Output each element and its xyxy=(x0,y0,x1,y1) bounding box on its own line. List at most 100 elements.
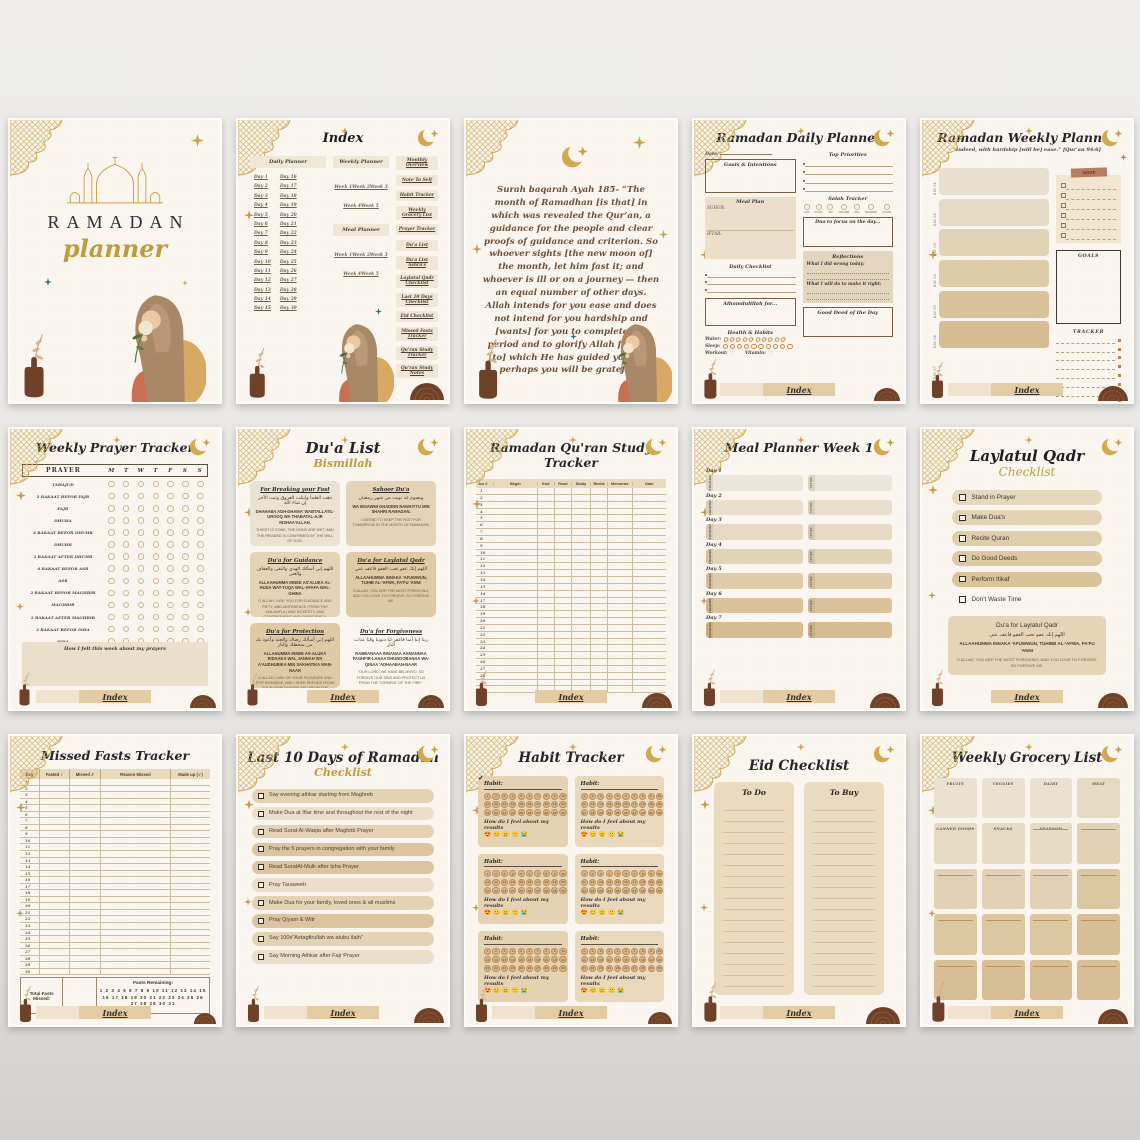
day-circle[interactable]: 12 xyxy=(588,878,597,886)
emoji-face-icon[interactable]: 😊 xyxy=(493,832,503,839)
prayer-check-cell[interactable] xyxy=(134,565,149,572)
check-circle[interactable] xyxy=(137,517,145,524)
day-circle[interactable]: 5 xyxy=(517,947,525,956)
table-row[interactable]: 21 xyxy=(476,624,666,632)
day-circle[interactable]: 29 xyxy=(647,964,655,972)
day-circle[interactable]: 10 xyxy=(655,947,664,956)
emoji-face-icon[interactable]: 😍 xyxy=(580,832,590,839)
prayer-check-cell[interactable] xyxy=(134,553,149,560)
checklist-item[interactable]: Stand in Prayer xyxy=(952,490,1102,505)
prayer-check-cell[interactable] xyxy=(104,480,119,488)
index-day-link[interactable]: Day 17 xyxy=(279,184,297,190)
day-entry-box[interactable] xyxy=(939,229,1049,257)
prayer-check-cell[interactable] xyxy=(148,504,163,512)
table-row[interactable]: 25 xyxy=(20,936,210,943)
prayer-check-cell[interactable] xyxy=(163,541,178,548)
index-button[interactable]: Index xyxy=(991,1006,1063,1019)
water-drop-icon[interactable] xyxy=(773,336,780,343)
table-row[interactable]: 10 xyxy=(476,549,666,557)
iftar-cell[interactable]: IFTAR xyxy=(807,548,892,565)
prayer-check-cell[interactable] xyxy=(134,589,149,597)
emoji-face-icon[interactable]: 😐 xyxy=(502,987,512,994)
iftar-cell[interactable]: IFTAR xyxy=(807,499,892,516)
day-circle[interactable]: 3 xyxy=(500,870,508,878)
index-meal-week-link[interactable]: Week 5 xyxy=(361,272,379,278)
checklist-item[interactable]: Pray Qiyam & Witr xyxy=(252,914,434,928)
weekly-day-row[interactable]: DAY 03 xyxy=(933,229,1049,257)
prayer-check-cell[interactable] xyxy=(148,517,163,524)
day-circle[interactable]: 6 xyxy=(622,870,630,878)
prayer-check-cell[interactable] xyxy=(193,541,208,548)
salah-item[interactable]: QIYAAM xyxy=(882,204,892,214)
check-circle[interactable] xyxy=(182,601,189,609)
day-circle[interactable]: 11 xyxy=(484,878,492,886)
table-row[interactable]: 7 xyxy=(476,529,666,536)
day-circle[interactable]: 4 xyxy=(509,792,517,800)
index-button[interactable]: Index xyxy=(535,690,607,703)
day-circle[interactable]: 21 xyxy=(580,886,588,895)
index-day-link[interactable]: Day 4 xyxy=(254,203,268,209)
check-circle[interactable] xyxy=(137,613,145,621)
day-circle[interactable]: 21 xyxy=(580,964,588,972)
day-circle[interactable]: 16 xyxy=(622,956,630,964)
table-row[interactable]: 28 xyxy=(20,955,210,963)
check-circle[interactable] xyxy=(122,565,130,572)
emoji-face-icon[interactable]: 😍 xyxy=(484,987,494,994)
check-circle[interactable] xyxy=(152,517,160,524)
heart-icon[interactable]: ♡ xyxy=(730,350,736,357)
weekly-day-row[interactable]: DAY 04 xyxy=(933,259,1049,288)
check-circle[interactable] xyxy=(182,613,189,621)
iftar-field[interactable]: IFTAR: xyxy=(707,231,722,236)
index-day-link[interactable]: Day 25 xyxy=(279,259,297,265)
iftar-cell[interactable]: IFTAR xyxy=(807,597,892,614)
water-drop-icon[interactable] xyxy=(754,336,761,343)
day-circle[interactable]: 19 xyxy=(551,878,559,886)
table-row[interactable]: 22 xyxy=(476,631,666,639)
day-circle[interactable]: 16 xyxy=(525,956,534,964)
prayer-check-cell[interactable] xyxy=(134,480,149,488)
check-circle[interactable] xyxy=(122,504,130,512)
prayer-check-cell[interactable] xyxy=(119,492,134,500)
index-button[interactable]: Index xyxy=(535,1006,607,1019)
prayer-check-cell[interactable] xyxy=(119,577,134,585)
prayer-check-cell[interactable] xyxy=(148,480,163,488)
table-row[interactable]: 2 xyxy=(476,494,666,502)
prayer-check-cell[interactable] xyxy=(178,577,193,585)
prayer-check-cell[interactable] xyxy=(119,541,134,548)
day-circle[interactable]: 29 xyxy=(551,964,559,972)
check-circle[interactable] xyxy=(122,601,130,609)
index-week-link[interactable]: Week 4 xyxy=(343,204,361,210)
emoji-face-icon[interactable]: 😊 xyxy=(493,910,503,917)
salah-item[interactable]: ASR xyxy=(827,204,834,214)
prayer-check-cell[interactable] xyxy=(148,577,163,585)
day-circle[interactable]: 17 xyxy=(630,956,638,964)
day-circle[interactable]: 17 xyxy=(534,878,542,886)
table-row[interactable]: 24 xyxy=(20,929,210,937)
day-circle[interactable]: 28 xyxy=(639,886,647,895)
check-circle[interactable] xyxy=(197,492,204,500)
day-circle[interactable]: 6 xyxy=(525,870,534,878)
check-circle[interactable] xyxy=(182,565,189,572)
index-meal-week-link[interactable]: Week 3 xyxy=(369,252,388,258)
table-row[interactable]: 29 xyxy=(20,962,210,969)
check-circle[interactable] xyxy=(137,492,145,500)
clock-icon[interactable] xyxy=(736,343,743,350)
day-entry-box[interactable] xyxy=(939,198,1049,226)
grocery-category-box[interactable]: DAIRY xyxy=(1029,778,1073,819)
day-circle[interactable]: 1 xyxy=(580,947,588,956)
checklist-line[interactable] xyxy=(705,285,796,293)
todo-lines[interactable] xyxy=(723,800,785,989)
iftar-cell[interactable]: IFTAR xyxy=(807,524,892,540)
prayer-check-cell[interactable] xyxy=(104,553,119,560)
index-day-link[interactable]: Day 24 xyxy=(279,250,297,256)
prayer-check-cell[interactable] xyxy=(148,492,163,500)
meal-plan-box[interactable]: Meal Plan SUHUR: IFTAR: xyxy=(705,197,796,259)
day-circle[interactable]: 14 xyxy=(605,956,613,964)
salah-circle[interactable] xyxy=(803,204,810,210)
table-row[interactable]: 18 xyxy=(476,604,666,612)
prayer-check-cell[interactable] xyxy=(134,577,149,585)
table-row[interactable]: 1 xyxy=(476,488,666,495)
day-circle[interactable]: 9 xyxy=(647,792,655,800)
day-circle[interactable]: 12 xyxy=(492,800,500,809)
emoji-face-icon[interactable]: 🙁 xyxy=(608,910,618,917)
